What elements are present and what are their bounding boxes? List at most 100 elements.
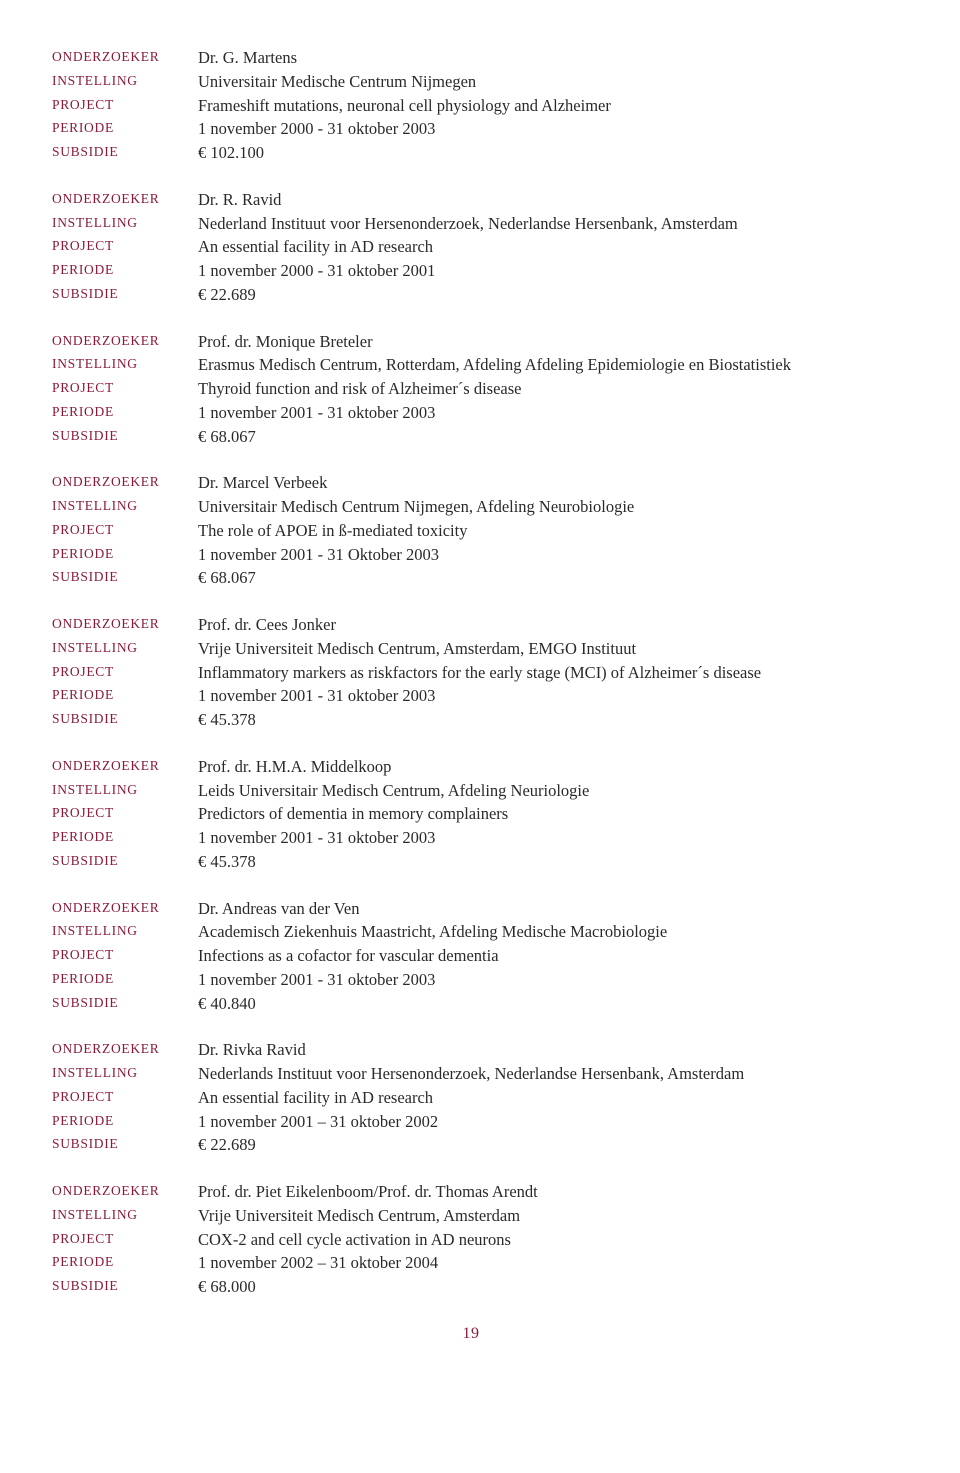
field-value-subsidie: € 68.000 [198, 1275, 890, 1299]
field-value-project: Thyroid function and risk of Alzheimer´s… [198, 377, 890, 401]
field-label-project: PROJECT [52, 944, 198, 964]
field-label-instelling: INSTELLING [52, 779, 198, 799]
field-value-subsidie: € 40.840 [198, 992, 890, 1016]
entry-row-instelling: INSTELLINGVrije Universiteit Medisch Cen… [52, 1204, 890, 1228]
entry-row-project: PROJECTAn essential facility in AD resea… [52, 1086, 890, 1110]
entry-row-instelling: INSTELLINGVrije Universiteit Medisch Cen… [52, 637, 890, 661]
field-label-onderzoeker: ONDERZOEKER [52, 188, 198, 208]
field-label-instelling: INSTELLING [52, 637, 198, 657]
field-value-instelling: Nederlands Instituut voor Hersenonderzoe… [198, 1062, 890, 1086]
field-label-periode: PERIODE [52, 401, 198, 421]
field-label-subsidie: SUBSIDIE [52, 283, 198, 303]
entry-row-periode: PERIODE1 november 2001 – 31 oktober 2002 [52, 1110, 890, 1134]
field-value-instelling: Academisch Ziekenhuis Maastricht, Afdeli… [198, 920, 890, 944]
field-value-onderzoeker: Prof. dr. H.M.A. Middelkoop [198, 755, 890, 779]
entry-row-project: PROJECTAn essential facility in AD resea… [52, 235, 890, 259]
entry-row-project: PROJECTInflammatory markers as riskfacto… [52, 661, 890, 685]
field-value-onderzoeker: Dr. G. Martens [198, 46, 890, 70]
field-label-periode: PERIODE [52, 117, 198, 137]
field-value-project: Inflammatory markers as riskfactors for … [198, 661, 890, 685]
field-label-subsidie: SUBSIDIE [52, 992, 198, 1012]
entry-row-subsidie: SUBSIDIE€ 68.067 [52, 425, 890, 449]
field-label-project: PROJECT [52, 1086, 198, 1106]
research-entry: ONDERZOEKERProf. dr. H.M.A. MiddelkoopIN… [52, 755, 890, 874]
entry-row-subsidie: SUBSIDIE€ 45.378 [52, 850, 890, 874]
field-label-project: PROJECT [52, 1228, 198, 1248]
field-label-project: PROJECT [52, 661, 198, 681]
field-label-project: PROJECT [52, 94, 198, 114]
field-value-project: An essential facility in AD research [198, 235, 890, 259]
research-entry: ONDERZOEKERProf. dr. Monique BretelerINS… [52, 330, 890, 449]
field-label-periode: PERIODE [52, 826, 198, 846]
field-label-onderzoeker: ONDERZOEKER [52, 330, 198, 350]
field-value-onderzoeker: Prof. dr. Cees Jonker [198, 613, 890, 637]
field-value-periode: 1 november 2001 - 31 oktober 2003 [198, 684, 890, 708]
entry-row-instelling: INSTELLINGErasmus Medisch Centrum, Rotte… [52, 353, 890, 377]
entry-row-onderzoeker: ONDERZOEKERProf. dr. Piet Eikelenboom/Pr… [52, 1180, 890, 1204]
field-label-subsidie: SUBSIDIE [52, 1133, 198, 1153]
entry-row-instelling: INSTELLINGNederlands Instituut voor Hers… [52, 1062, 890, 1086]
field-label-instelling: INSTELLING [52, 353, 198, 373]
field-value-instelling: Nederland Instituut voor Hersenonderzoek… [198, 212, 890, 236]
field-label-project: PROJECT [52, 377, 198, 397]
entry-row-instelling: INSTELLINGAcademisch Ziekenhuis Maastric… [52, 920, 890, 944]
entry-row-instelling: INSTELLINGUniversitair Medisch Centrum N… [52, 495, 890, 519]
field-value-project: Predictors of dementia in memory complai… [198, 802, 890, 826]
research-entry: ONDERZOEKERProf. dr. Piet Eikelenboom/Pr… [52, 1180, 890, 1299]
field-label-instelling: INSTELLING [52, 1062, 198, 1082]
field-label-subsidie: SUBSIDIE [52, 850, 198, 870]
entry-row-periode: PERIODE1 november 2001 - 31 oktober 2003 [52, 401, 890, 425]
field-label-instelling: INSTELLING [52, 1204, 198, 1224]
field-value-subsidie: € 45.378 [198, 850, 890, 874]
entry-row-onderzoeker: ONDERZOEKERProf. dr. H.M.A. Middelkoop [52, 755, 890, 779]
field-value-periode: 1 november 2001 – 31 oktober 2002 [198, 1110, 890, 1134]
field-label-periode: PERIODE [52, 684, 198, 704]
entry-row-onderzoeker: ONDERZOEKERProf. dr. Monique Breteler [52, 330, 890, 354]
field-label-project: PROJECT [52, 802, 198, 822]
field-label-periode: PERIODE [52, 968, 198, 988]
entry-row-onderzoeker: ONDERZOEKERDr. R. Ravid [52, 188, 890, 212]
field-label-subsidie: SUBSIDIE [52, 708, 198, 728]
field-value-periode: 1 november 2001 - 31 Oktober 2003 [198, 543, 890, 567]
field-label-periode: PERIODE [52, 543, 198, 563]
entry-row-onderzoeker: ONDERZOEKERDr. Andreas van der Ven [52, 897, 890, 921]
field-value-instelling: Vrije Universiteit Medisch Centrum, Amst… [198, 637, 890, 661]
field-value-instelling: Erasmus Medisch Centrum, Rotterdam, Afde… [198, 353, 890, 377]
field-label-periode: PERIODE [52, 259, 198, 279]
entry-row-subsidie: SUBSIDIE€ 22.689 [52, 1133, 890, 1157]
field-value-instelling: Leids Universitair Medisch Centrum, Afde… [198, 779, 890, 803]
field-label-periode: PERIODE [52, 1251, 198, 1271]
field-label-subsidie: SUBSIDIE [52, 566, 198, 586]
entry-row-periode: PERIODE1 november 2001 - 31 oktober 2003 [52, 684, 890, 708]
entry-row-subsidie: SUBSIDIE€ 45.378 [52, 708, 890, 732]
field-value-onderzoeker: Prof. dr. Monique Breteler [198, 330, 890, 354]
entry-row-project: PROJECTPredictors of dementia in memory … [52, 802, 890, 826]
field-label-onderzoeker: ONDERZOEKER [52, 1180, 198, 1200]
field-value-project: An essential facility in AD research [198, 1086, 890, 1110]
field-value-periode: 1 november 2002 – 31 oktober 2004 [198, 1251, 890, 1275]
entry-row-onderzoeker: ONDERZOEKERProf. dr. Cees Jonker [52, 613, 890, 637]
field-value-project: The role of APOE in ß-mediated toxicity [198, 519, 890, 543]
field-label-onderzoeker: ONDERZOEKER [52, 897, 198, 917]
field-label-subsidie: SUBSIDIE [52, 141, 198, 161]
field-value-onderzoeker: Dr. Marcel Verbeek [198, 471, 890, 495]
field-value-subsidie: € 22.689 [198, 1133, 890, 1157]
field-value-subsidie: € 45.378 [198, 708, 890, 732]
entry-row-subsidie: SUBSIDIE€ 40.840 [52, 992, 890, 1016]
field-label-instelling: INSTELLING [52, 920, 198, 940]
entry-row-project: PROJECTInfections as a cofactor for vasc… [52, 944, 890, 968]
field-label-instelling: INSTELLING [52, 212, 198, 232]
page-number: 19 [52, 1325, 890, 1343]
entry-row-subsidie: SUBSIDIE€ 102.100 [52, 141, 890, 165]
field-label-subsidie: SUBSIDIE [52, 425, 198, 445]
entry-row-periode: PERIODE1 november 2000 - 31 oktober 2003 [52, 117, 890, 141]
entry-row-project: PROJECTThe role of APOE in ß-mediated to… [52, 519, 890, 543]
field-label-periode: PERIODE [52, 1110, 198, 1130]
field-value-periode: 1 november 2001 - 31 oktober 2003 [198, 968, 890, 992]
field-value-subsidie: € 68.067 [198, 566, 890, 590]
entry-row-project: PROJECTFrameshift mutations, neuronal ce… [52, 94, 890, 118]
document-body: ONDERZOEKERDr. G. MartensINSTELLINGUnive… [52, 46, 890, 1299]
field-label-instelling: INSTELLING [52, 70, 198, 90]
entry-row-instelling: INSTELLINGNederland Instituut voor Herse… [52, 212, 890, 236]
field-label-onderzoeker: ONDERZOEKER [52, 46, 198, 66]
